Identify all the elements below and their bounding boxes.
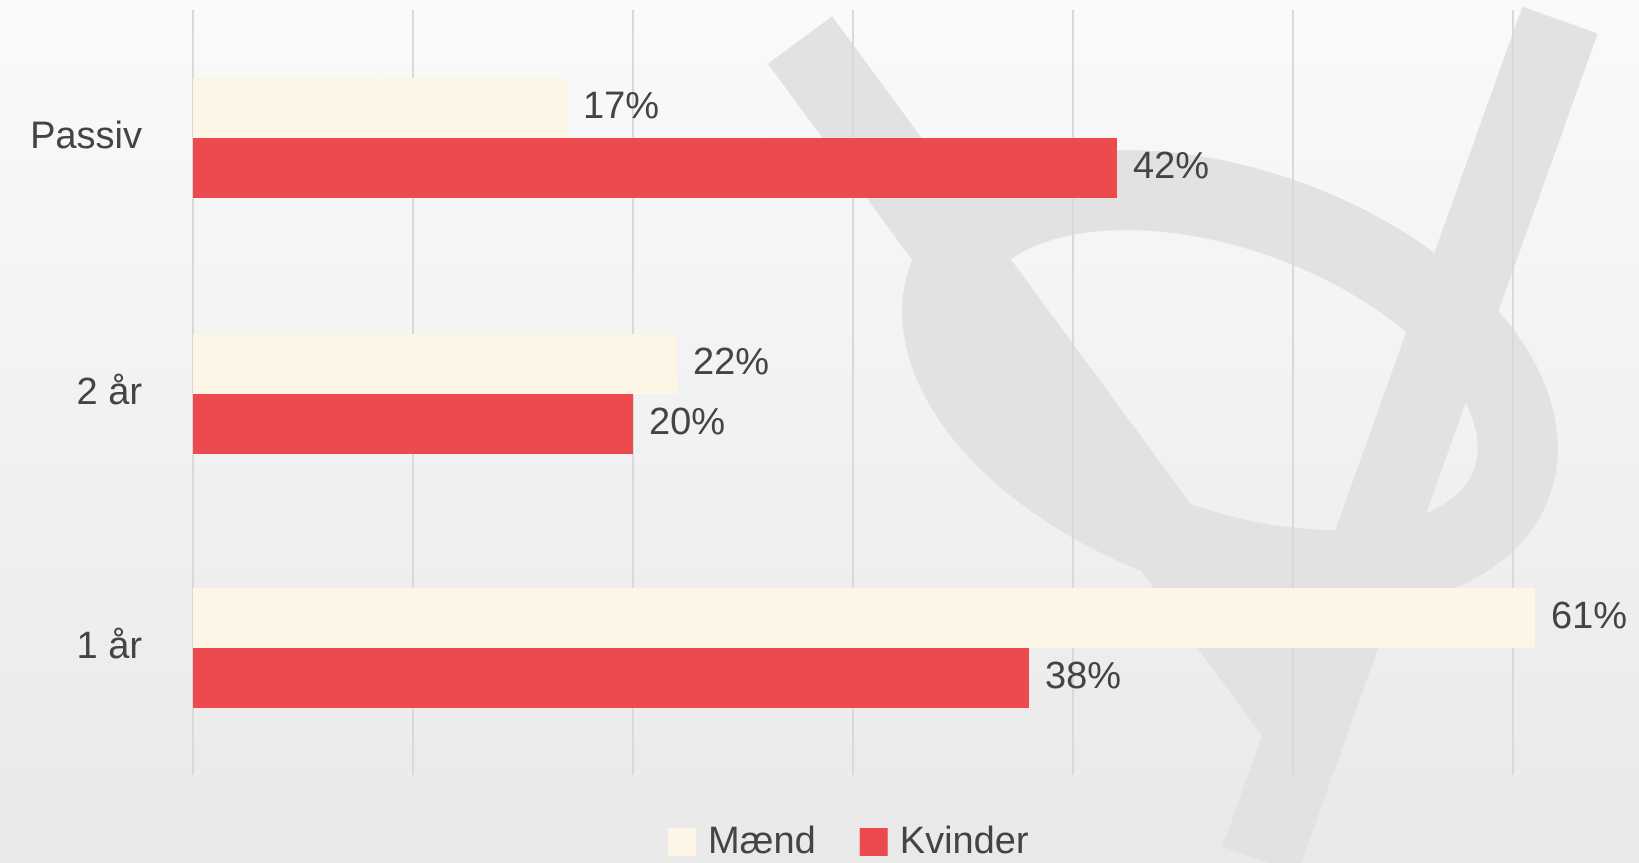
bar <box>193 334 677 394</box>
y-tick-label: Passiv <box>30 115 142 157</box>
bar <box>193 588 1535 648</box>
y-tick-label: 1 år <box>77 625 143 667</box>
y-tick-label: 2 år <box>77 371 143 413</box>
value-label: 22% <box>693 341 769 383</box>
legend-label: Kvinder <box>900 820 1029 862</box>
bar <box>193 648 1029 708</box>
bar <box>193 394 633 454</box>
legend-swatch <box>859 828 888 856</box>
bar <box>193 138 1117 198</box>
bar <box>193 78 567 138</box>
value-label: 61% <box>1551 595 1627 637</box>
legend-swatch <box>668 828 696 856</box>
value-label: 38% <box>1045 655 1121 697</box>
value-label: 17% <box>583 85 659 127</box>
legend-label: Mænd <box>708 820 816 862</box>
value-label: 20% <box>649 401 725 443</box>
value-label: 42% <box>1133 145 1209 187</box>
